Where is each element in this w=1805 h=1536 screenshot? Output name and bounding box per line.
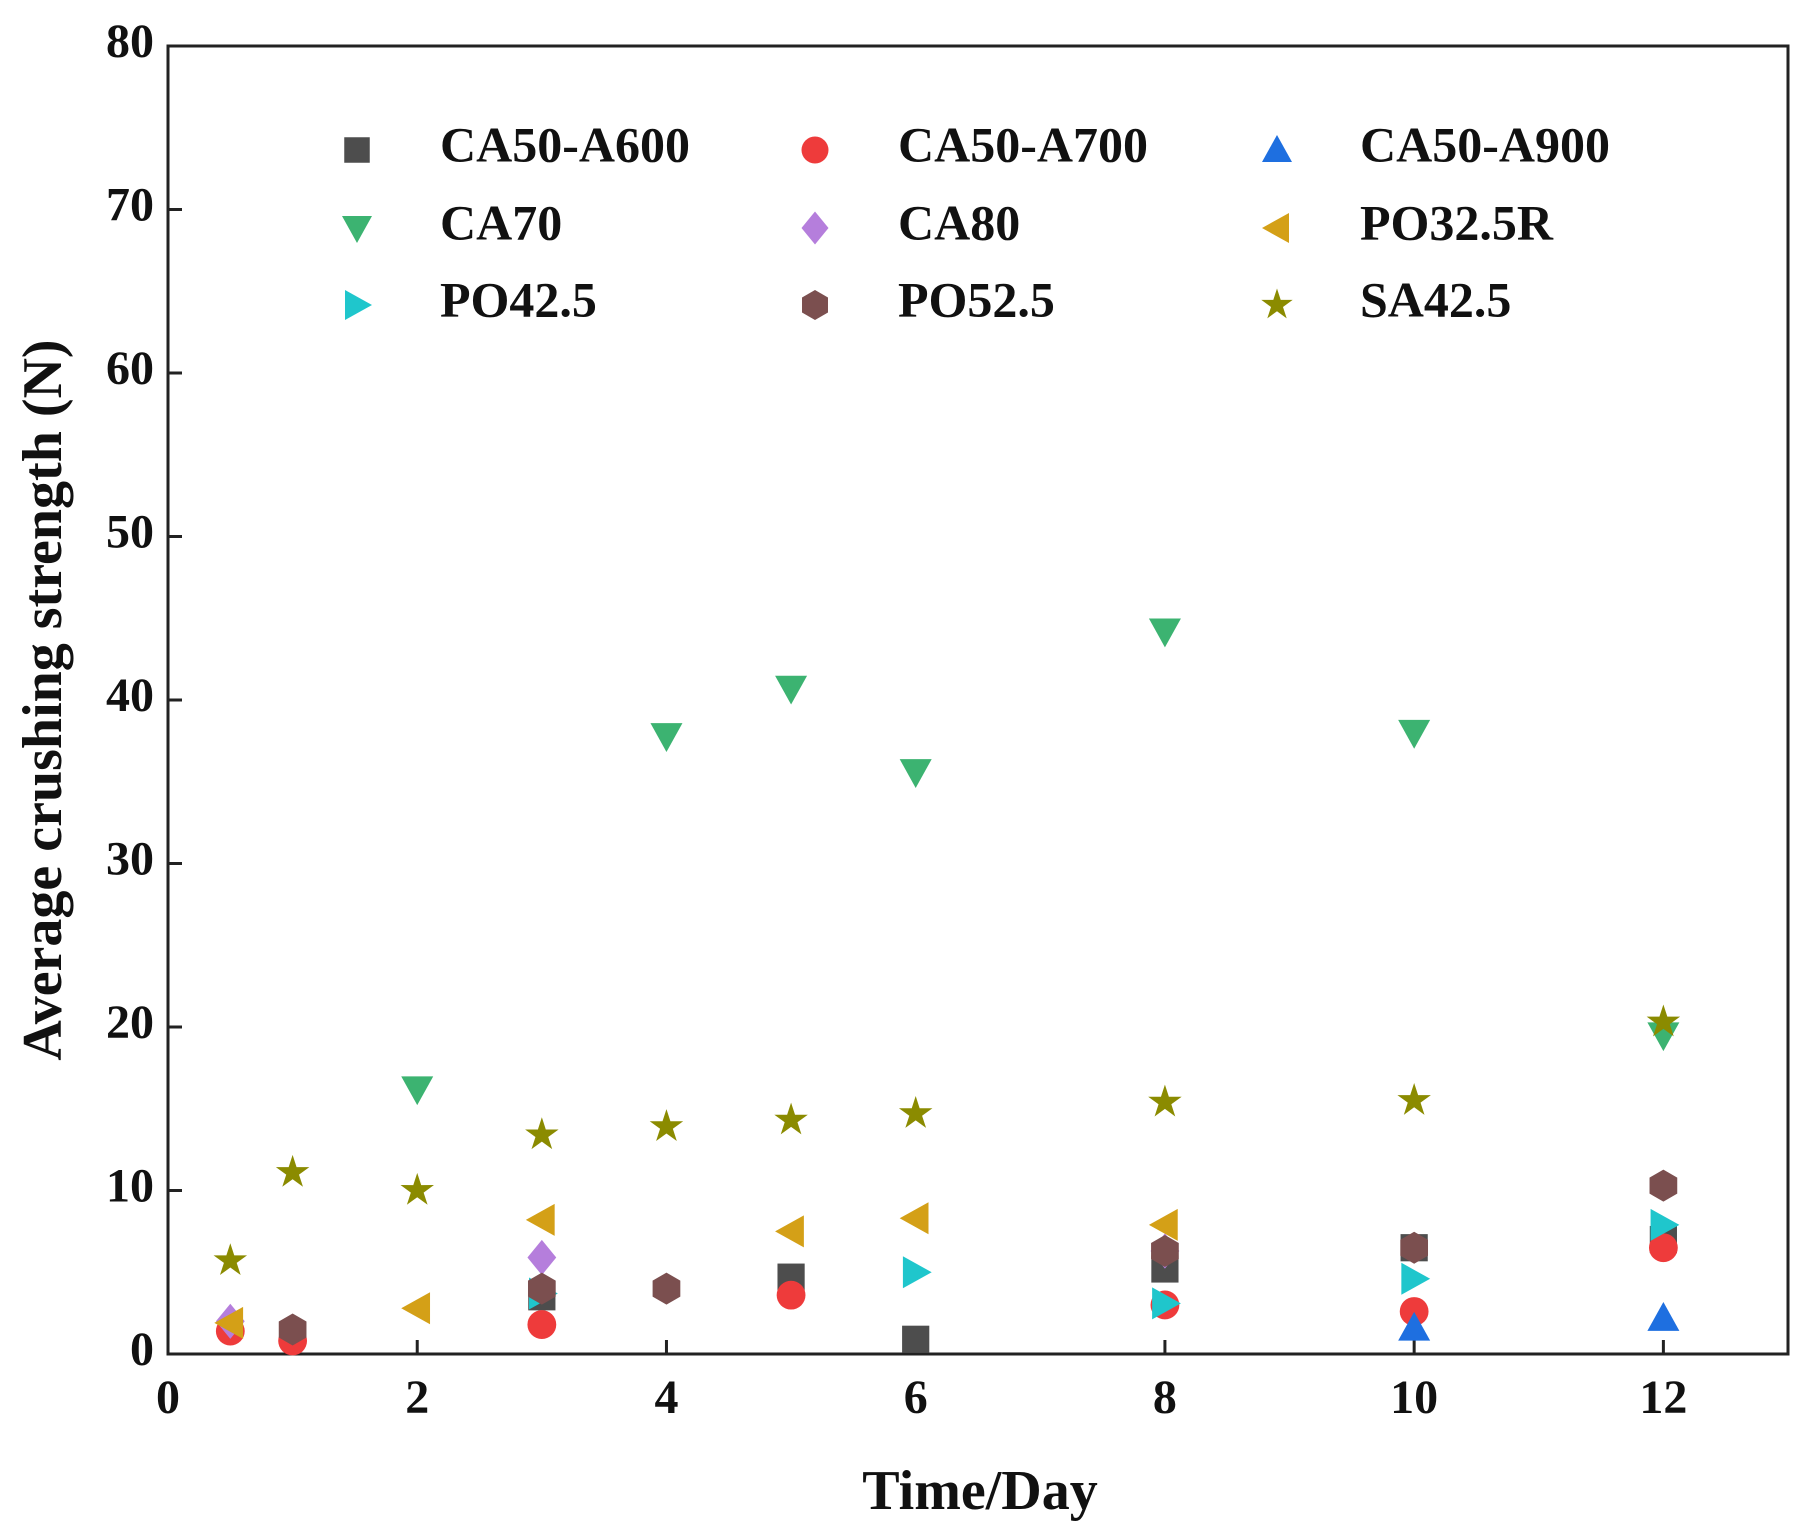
- marker: [775, 1215, 804, 1248]
- x-tick-label: 8: [1153, 1371, 1177, 1424]
- marker: [1400, 1231, 1429, 1264]
- marker: [1650, 1208, 1680, 1241]
- marker: [401, 1076, 434, 1106]
- marker: [525, 1117, 559, 1150]
- legend-marker: [1261, 288, 1293, 319]
- y-tick-label: 80: [106, 15, 154, 68]
- legend-marker: [801, 211, 829, 245]
- marker: [213, 1243, 248, 1276]
- x-tick-label: 4: [654, 1371, 678, 1424]
- marker: [1148, 618, 1181, 648]
- legend-label: CA80: [898, 194, 1020, 250]
- y-tick-label: 0: [130, 1323, 154, 1376]
- legend-marker: [802, 290, 828, 320]
- marker: [1399, 1297, 1429, 1326]
- marker: [776, 1280, 806, 1310]
- legend-marker: [801, 136, 829, 164]
- marker: [899, 1202, 929, 1235]
- x-tick-label: 12: [1639, 1371, 1687, 1424]
- legend-marker: [345, 290, 372, 320]
- marker: [525, 1203, 555, 1236]
- marker: [649, 1109, 684, 1141]
- y-tick-label: 40: [106, 669, 154, 722]
- marker: [650, 723, 683, 752]
- x-tick-label: 6: [904, 1371, 928, 1424]
- y-tick-label: 30: [106, 833, 154, 886]
- marker: [775, 675, 808, 705]
- legend-marker: [344, 137, 370, 163]
- marker: [1397, 1082, 1431, 1115]
- marker: [400, 1172, 434, 1205]
- legend-marker: [1262, 213, 1289, 243]
- marker: [902, 1325, 930, 1353]
- x-tick-label: 10: [1390, 1371, 1438, 1424]
- x-tick-label: 2: [405, 1371, 429, 1424]
- y-tick-label: 20: [106, 996, 154, 1049]
- marker: [898, 1096, 933, 1128]
- legend-label: PO32.5R: [1360, 194, 1554, 250]
- marker: [1148, 1084, 1182, 1117]
- y-tick-label: 10: [106, 1160, 154, 1213]
- marker: [1398, 1311, 1431, 1341]
- marker: [214, 1306, 244, 1339]
- marker: [1647, 1302, 1680, 1331]
- y-tick-label: 70: [106, 179, 154, 232]
- marker: [275, 1154, 310, 1187]
- marker: [774, 1102, 808, 1135]
- marker: [278, 1313, 307, 1346]
- marker: [527, 1239, 557, 1276]
- marker: [527, 1272, 556, 1305]
- legend-label: PO42.5: [440, 271, 597, 327]
- x-axis-label: Time/Day: [862, 1460, 1097, 1522]
- legend-marker: [342, 216, 372, 243]
- x-tick-label: 0: [156, 1371, 180, 1424]
- marker: [1151, 1234, 1179, 1267]
- legend-label: SA42.5: [1360, 271, 1511, 327]
- legend-label: CA50-A600: [440, 116, 690, 172]
- marker: [1401, 1262, 1431, 1295]
- marker: [652, 1272, 681, 1305]
- legend-label: PO52.5: [898, 271, 1055, 327]
- marker: [899, 759, 932, 788]
- marker: [1649, 1169, 1678, 1202]
- y-tick-label: 60: [106, 342, 154, 395]
- legend-marker: [1262, 135, 1292, 162]
- marker: [1148, 1208, 1178, 1241]
- marker: [1152, 1287, 1181, 1320]
- legend-label: CA50-A700: [898, 116, 1148, 172]
- y-tick-label: 50: [106, 506, 154, 559]
- marker: [527, 1310, 557, 1339]
- marker: [1646, 1004, 1681, 1037]
- marker: [401, 1292, 431, 1325]
- marker: [902, 1256, 932, 1289]
- y-axis-label: Average crushing strength (N): [12, 339, 74, 1060]
- legend-label: CA70: [440, 194, 562, 250]
- marker: [1648, 1233, 1678, 1263]
- marker: [1398, 719, 1431, 749]
- legend-label: CA50-A900: [1360, 116, 1610, 172]
